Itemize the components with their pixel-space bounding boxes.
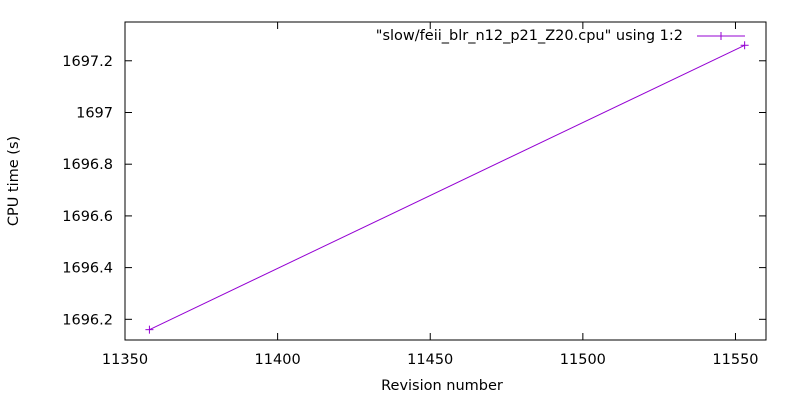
legend-entry-label: "slow/feii_blr_n12_p21_Z20.cpu" using 1:… [376, 28, 683, 44]
data-point [145, 325, 154, 334]
y-axis-ticks: 1696.2 1696.4 1696.6 1696.8 1697 1697.2 [62, 54, 766, 328]
y-tick-label: 1696.2 [62, 312, 113, 328]
x-axis-label: Revision number [381, 378, 503, 394]
x-tick-label: 11350 [102, 352, 148, 368]
x-tick-label: 11500 [560, 352, 606, 368]
series-line [149, 44, 745, 331]
plot-frame [124, 21, 767, 341]
x-tick-label: 11450 [407, 352, 453, 368]
series-layer [145, 41, 749, 334]
y-tick-label: 1697.2 [62, 54, 113, 70]
y-tick-label: 1696.4 [62, 261, 113, 277]
y-tick-label: 1696.6 [62, 209, 113, 225]
legend-entry-marker [717, 32, 725, 40]
x-tick-label: 11550 [712, 352, 758, 368]
x-tick-label: 11400 [255, 352, 301, 368]
legend: "slow/feii_blr_n12_p21_Z20.cpu" using 1:… [376, 28, 745, 44]
y-tick-label: 1696.8 [62, 157, 113, 173]
y-tick-label: 1697 [76, 105, 113, 121]
data-point [740, 41, 749, 50]
y-axis-label: CPU time (s) [6, 136, 22, 226]
x-axis-ticks: 11350 11400 11450 11500 11550 [102, 22, 759, 368]
legend-marker [717, 32, 725, 40]
